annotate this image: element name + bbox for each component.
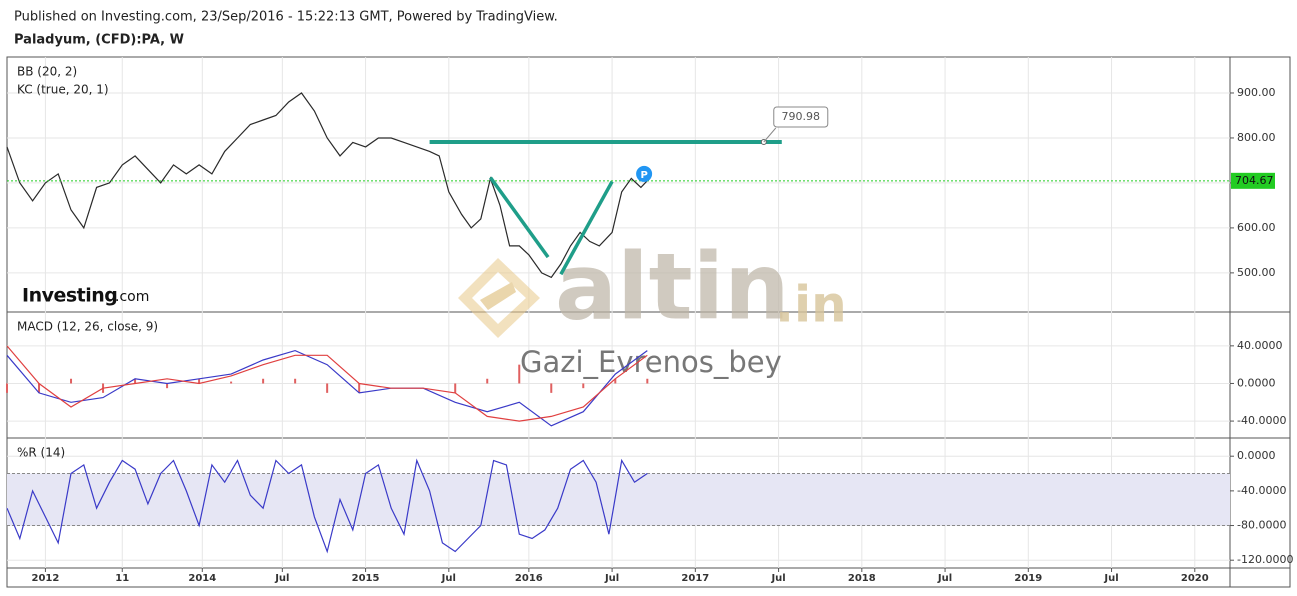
level-label-box [773, 106, 829, 128]
histogram-bar [614, 378, 617, 384]
series-line [6, 458, 648, 554]
series-line [6, 345, 648, 422]
logo-stripe [480, 282, 516, 310]
indicator-label: BB (20, 2) [17, 65, 77, 79]
last-price-label: 704.67 [1235, 174, 1274, 187]
marker-label: P [640, 170, 647, 181]
level-label: 790.98 [782, 110, 821, 123]
watermark-tld: .in [775, 276, 847, 334]
x-tick-label: Jul [770, 573, 785, 584]
x-tick-label: 2012 [31, 573, 59, 584]
histogram-bar [262, 378, 265, 384]
y-tick-label: -80.0000 [1237, 519, 1286, 532]
histogram-bar [70, 378, 73, 384]
x-tick-label: 2014 [188, 573, 216, 584]
last-price-tag [1231, 172, 1275, 189]
x-tick-label: 2015 [352, 573, 380, 584]
watermark-site: altin [555, 233, 790, 340]
histogram-bar [134, 378, 137, 384]
x-tick-label: Jul [274, 573, 289, 584]
x-tick-label: 2016 [515, 573, 543, 584]
pane-title: %R (14) [17, 446, 65, 460]
series-line [6, 92, 648, 279]
indicator-label: KC (true, 20, 1) [17, 83, 109, 97]
histogram-bar [38, 383, 41, 393]
investing-logo: Investing [22, 285, 117, 307]
x-tick-label: Jul [937, 573, 952, 584]
y-tick-label: -40.0000 [1237, 414, 1286, 427]
x-tick-label: Jul [441, 573, 456, 584]
y-tick-label: 0.0000 [1237, 376, 1276, 389]
histogram-bar [518, 364, 521, 384]
watermark-author: Gazi_Evrenos_bey [520, 345, 782, 379]
x-tick-label: 2017 [681, 573, 709, 584]
histogram-bar [646, 378, 649, 384]
histogram-bar [166, 383, 169, 389]
pattern-line [559, 180, 614, 276]
y-tick-label: 900.00 [1237, 86, 1276, 99]
pane-title: MACD (12, 26, close, 9) [17, 320, 158, 334]
histogram-bar [230, 381, 233, 384]
y-tick-label: 40.0000 [1237, 339, 1283, 352]
histogram-bar [294, 378, 297, 384]
y-tick-label: 500.00 [1237, 266, 1276, 279]
x-tick-label: Jul [604, 573, 619, 584]
symbol-title: Paladyum, (CFD):PA, W [14, 33, 184, 48]
x-tick-label: 2020 [1181, 573, 1209, 584]
histogram-bar [550, 383, 553, 393]
background-layer [7, 57, 1230, 568]
y-tick-label: -40.0000 [1237, 484, 1286, 497]
frame [6, 56, 1291, 588]
x-tick-label: 11 [115, 573, 129, 584]
x-tick-label: 2019 [1014, 573, 1042, 584]
published-note: Published on Investing.com, 23/Sep/2016 … [14, 10, 558, 25]
y-tick-label: 600.00 [1237, 221, 1276, 234]
marker [636, 165, 653, 182]
histogram-bar [358, 383, 361, 393]
investing-logo-suffix: .com [115, 289, 149, 305]
x-tick-label: Jul [1103, 573, 1118, 584]
histogram-bar [454, 383, 457, 393]
level-callout [763, 127, 777, 143]
pattern-line [489, 176, 550, 259]
histogram-bar [486, 378, 489, 384]
y-tick-label: 0.0000 [1237, 449, 1276, 462]
y-tick-label: 800.00 [1237, 131, 1276, 144]
histogram-bar [582, 383, 585, 389]
x-tick-label: 2018 [848, 573, 876, 584]
y-tick-label: -120.0000 [1237, 553, 1293, 566]
histogram-bar [6, 383, 8, 393]
histogram-bar [326, 383, 329, 393]
histogram-bar [198, 378, 201, 384]
site-logo [458, 258, 540, 338]
